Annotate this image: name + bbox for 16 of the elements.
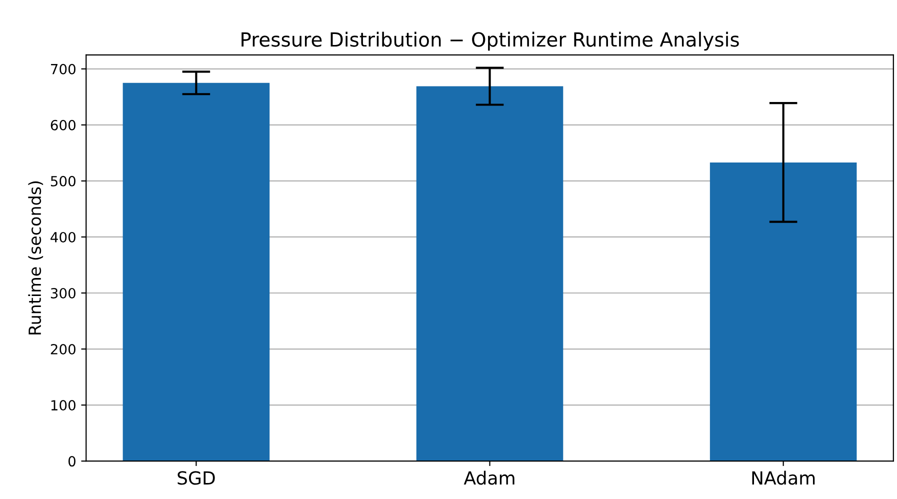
y-tick-label: 0: [68, 456, 76, 467]
y-tick-label: 300: [50, 288, 76, 298]
chart-title: Pressure Distribution − Optimizer Runtime Analysis: [242, 32, 739, 51]
x-tick-label: SGD: [178, 471, 215, 485]
bar: [710, 162, 857, 462]
y-tick-label: 400: [50, 232, 76, 242]
y-tick-label: 600: [50, 120, 76, 130]
y-tick-label: 700: [51, 64, 76, 74]
y-tick-label: 500: [50, 176, 76, 186]
y-tick-label: 100: [51, 400, 76, 411]
bar: [122, 82, 270, 462]
y-axis-title: Runtime (seconds): [28, 181, 44, 334]
x-tick-label: Adam: [464, 470, 514, 485]
y-tick-label: 200: [50, 344, 76, 354]
x-tick-label: NAdam: [752, 470, 815, 485]
bar: [416, 86, 564, 462]
